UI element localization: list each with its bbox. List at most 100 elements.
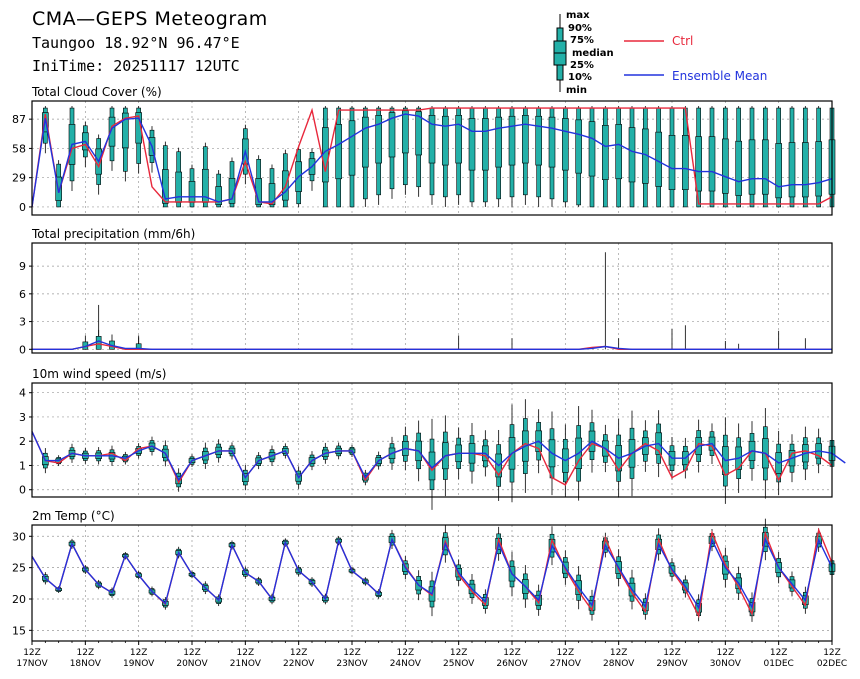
ensemble-box-inner	[762, 139, 769, 195]
y-tick-label: 3	[19, 316, 26, 329]
ctrl-series-line	[32, 343, 832, 350]
y-tick-label: 58	[12, 142, 26, 155]
x-tick-label-hour: 12Z	[610, 648, 628, 658]
panel-title: 2m Temp (°C)	[32, 509, 115, 523]
x-tick-label-hour: 12Z	[663, 648, 681, 658]
y-tick-label: 29	[12, 172, 26, 185]
y-tick-label: 0	[19, 201, 26, 214]
x-tick-label-hour: 12Z	[343, 648, 361, 658]
y-tick-label: 6	[19, 288, 26, 301]
y-tick-label: 0	[19, 484, 26, 497]
x-tick-label-hour: 12Z	[23, 648, 41, 658]
ensemble-box-inner	[615, 124, 622, 180]
ensemble-box-inner	[108, 116, 116, 147]
x-tick-label-date: 19NOV	[123, 659, 155, 669]
x-tick-label-date: 25NOV	[443, 659, 475, 669]
ensemble-box-inner	[188, 181, 196, 203]
ensemble-box-inner	[735, 140, 742, 196]
y-tick-label: 9	[19, 260, 26, 273]
ensemble-box-inner	[375, 115, 382, 164]
ensemble-box-inner	[548, 116, 556, 168]
panel-frame	[31, 242, 833, 354]
ensemble-box-inner	[682, 135, 689, 190]
ensemble-box-inner	[428, 115, 436, 164]
x-tick-label-hour: 12Z	[130, 648, 148, 658]
ensemble-box-inner	[775, 143, 782, 199]
meteogram-title: CMA—GEPS Meteogram	[32, 8, 268, 30]
panel-frame	[31, 100, 833, 216]
ensemble-box-inner	[362, 116, 369, 168]
y-tick-label: 15	[12, 624, 26, 637]
ensemble-box-inner	[628, 127, 636, 183]
y-tick-label: 4	[19, 387, 26, 400]
ensemble-box-inner	[508, 115, 516, 166]
ensemble-box-inner	[402, 110, 409, 154]
y-tick-label: 87	[12, 113, 26, 126]
location-label: Taungoo 18.92°N 96.47°E	[32, 34, 240, 52]
x-tick-label-date: 22NOV	[283, 659, 315, 669]
panel-title: Total Cloud Cover (%)	[31, 85, 162, 99]
x-tick-label-hour: 12Z	[77, 648, 95, 658]
ensemble-box-inner	[562, 118, 569, 171]
x-tick-label-hour: 12Z	[770, 648, 788, 658]
ctrl-series-line	[31, 107, 833, 207]
ensemble-box-inner	[468, 118, 476, 171]
ensemble-box-inner	[495, 116, 502, 168]
x-tick-label-date: 21NOV	[230, 659, 262, 669]
ensemble-box-inner	[135, 112, 142, 144]
legend-median-label: median	[572, 48, 614, 59]
y-tick-label: 30	[12, 530, 26, 543]
x-tick-label-date: 29NOV	[656, 659, 688, 669]
x-tick-label-date: 17NOV	[16, 659, 48, 669]
x-tick-label-hour: 12Z	[183, 648, 201, 658]
y-tick-label: 2	[19, 435, 26, 448]
ensemble-box-inner	[748, 139, 756, 195]
ensemble-box	[95, 336, 102, 350]
x-tick-label-hour: 12Z	[450, 648, 468, 658]
x-tick-label-hour: 12Z	[557, 648, 575, 658]
ensemble-box-inner	[708, 136, 716, 192]
ensemble-box-inner	[695, 136, 702, 192]
x-tick-label-date: 23NOV	[336, 659, 368, 669]
ensemble-box-inner	[575, 119, 582, 174]
y-tick-label: 0	[19, 343, 26, 356]
legend: max 90% 75% median 25% 10% min Ctrl Ense…	[553, 10, 767, 96]
x-tick-label-date: 30NOV	[710, 659, 742, 669]
x-tick-label-date: 27NOV	[550, 659, 582, 669]
ensemble-box-inner	[722, 138, 729, 194]
ensemble-box-inner	[588, 121, 596, 177]
ensemble-box-inner	[522, 115, 529, 164]
x-tick-label-date: 01DEC	[763, 659, 793, 669]
y-tick-label: 3	[19, 411, 26, 424]
legend-75-label: 75%	[570, 35, 594, 46]
ensemble-box-inner	[442, 115, 449, 166]
ensemble-box-inner	[815, 141, 822, 197]
legend-25-label: 25%	[570, 60, 594, 71]
ensemble-box-inner	[348, 120, 356, 176]
ensemble-box-inner	[122, 112, 129, 149]
ensemble-box-inner	[335, 124, 342, 180]
init-time-label: IniTime: 20251117 12UTC	[32, 57, 240, 75]
legend-ctrl-label: Ctrl	[672, 34, 693, 48]
x-tick-label-date: 20NOV	[176, 659, 208, 669]
y-tick-label: 20	[12, 593, 26, 606]
x-tick-label-date: 26NOV	[496, 659, 528, 669]
x-tick-label-hour: 12Z	[503, 648, 521, 658]
ensemble-box-inner	[602, 125, 609, 180]
ensemble-box-inner	[388, 112, 396, 158]
ensemble-box-inner	[802, 142, 809, 198]
x-tick-label-date: 18NOV	[70, 659, 102, 669]
ensemble-box-inner	[788, 142, 796, 198]
ensemble-box-inner	[415, 111, 422, 156]
x-tick-label-date: 24NOV	[390, 659, 422, 669]
x-tick-label-hour: 12Z	[290, 648, 308, 658]
y-tick-label: 25	[12, 562, 26, 575]
ensemble-box-inner	[455, 115, 462, 164]
ensemble-box-inner	[482, 118, 489, 171]
x-tick-label-hour: 12Z	[397, 648, 415, 658]
x-tick-label-hour: 12Z	[717, 648, 735, 658]
ensemble-box-inner	[655, 131, 662, 187]
legend-min-label: min	[566, 85, 587, 96]
panel-title: Total precipitation (mm/6h)	[31, 227, 195, 241]
